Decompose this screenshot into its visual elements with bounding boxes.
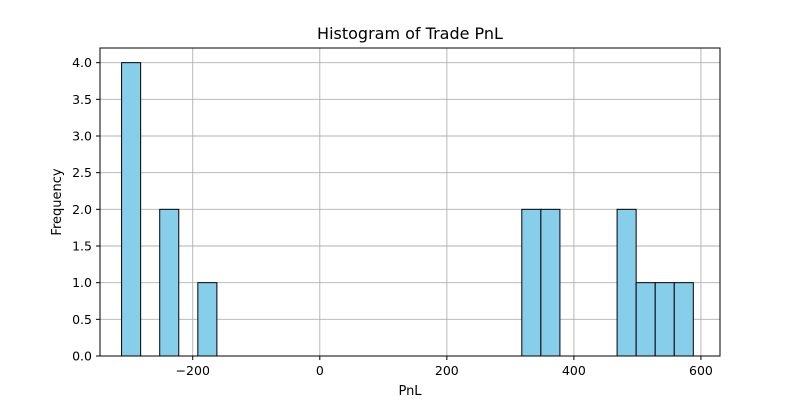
- histogram-bar: [121, 62, 142, 357]
- y-tick-label: 4.0: [72, 55, 92, 70]
- histogram-bar: [159, 208, 180, 357]
- plot-frame: [99, 47, 721, 357]
- x-tick-label: 0: [316, 363, 324, 378]
- histogram-bar: [635, 282, 656, 357]
- y-tick-label: 2.0: [72, 202, 92, 217]
- chart-title: Histogram of Trade PnL: [317, 24, 503, 43]
- y-tick-label: 3.5: [72, 92, 92, 107]
- x-tick-label: 400: [562, 363, 586, 378]
- y-tick-label: 1.5: [72, 239, 92, 254]
- histogram-bar: [540, 208, 561, 357]
- x-tick-label: 600: [689, 363, 713, 378]
- histogram-bar: [616, 208, 637, 357]
- x-axis-label: PnL: [398, 384, 422, 399]
- histogram-bar: [673, 282, 694, 357]
- histogram-bar: [197, 282, 218, 357]
- y-tick-label: 0.5: [72, 312, 92, 327]
- y-axis-label: Frequency: [50, 168, 65, 235]
- histogram-bar: [654, 282, 675, 357]
- y-tick-label: 2.5: [72, 165, 92, 180]
- x-tick-label: 200: [435, 363, 459, 378]
- histogram-bar: [521, 208, 542, 357]
- ticks-layer: −200 0 200 400 600 0.0 0.5 1.0 1.5 2.0 2.5 3.0 3.5 4.…: [72, 55, 713, 378]
- y-tick-label: 3.0: [72, 129, 92, 144]
- y-tick-label: 0.0: [72, 349, 92, 364]
- y-tick-label: 1.0: [72, 275, 92, 290]
- x-tick-label: −200: [176, 363, 210, 378]
